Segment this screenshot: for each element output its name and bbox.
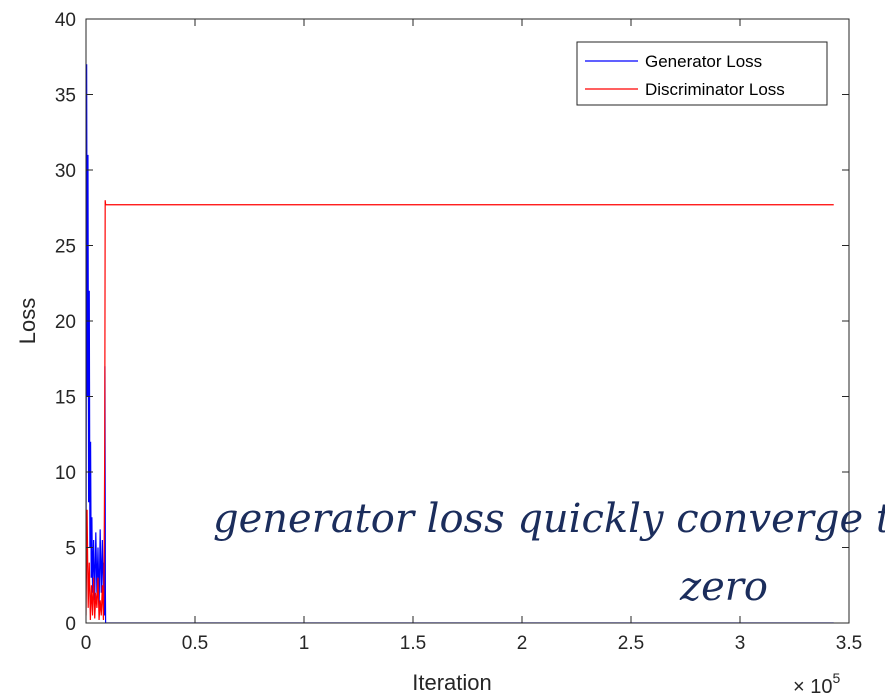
y-tick-label: 20 — [55, 312, 76, 333]
x-tick-label: 1 — [299, 633, 310, 654]
y-tick-label: 15 — [55, 388, 76, 409]
series-layer — [86, 64, 834, 623]
x-tick-label: 0 — [81, 633, 92, 654]
plot-area — [86, 19, 849, 623]
x-tick-label: 1.5 — [400, 633, 426, 654]
handwritten-annotation-line2: zero — [679, 564, 768, 610]
series-line-discriminator-loss — [86, 200, 834, 621]
legend: Generator Loss Discriminator Loss — [576, 41, 828, 106]
series-line-generator-loss — [86, 64, 834, 623]
y-tick-label: 30 — [55, 161, 76, 182]
y-axis-title: Loss — [15, 298, 40, 344]
x-multiplier-label: × 105 — [793, 670, 840, 697]
x-axis-title: Iteration — [412, 670, 492, 695]
legend-label-discriminator: Discriminator Loss — [645, 80, 785, 99]
y-tick-label: 5 — [65, 539, 76, 560]
legend-label-generator: Generator Loss — [645, 52, 762, 71]
y-tick-label: 0 — [65, 614, 76, 635]
y-tick-label: 25 — [55, 237, 76, 258]
handwritten-annotation-line1: generator loss quickly converge to — [213, 496, 885, 542]
x-tick-label: 2 — [517, 633, 528, 654]
y-tick-label: 35 — [55, 86, 76, 107]
x-tick-label: 3.5 — [836, 633, 862, 654]
legend-box — [576, 41, 828, 106]
x-tick-label: 3 — [735, 633, 746, 654]
y-tick-label: 10 — [55, 463, 76, 484]
y-tick-label: 40 — [55, 10, 76, 31]
ticks-layer: 0 0.5 1 1.5 2 2.5 3 3.5 0 5 10 15 20 25 30 35 40 — [55, 10, 862, 654]
x-tick-label: 2.5 — [618, 633, 644, 654]
x-tick-label: 0.5 — [182, 633, 208, 654]
